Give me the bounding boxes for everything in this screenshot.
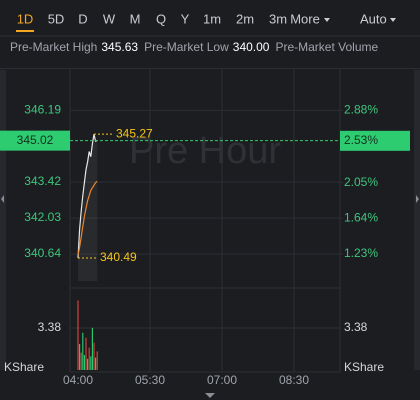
mode-select[interactable]: Auto	[360, 11, 387, 26]
volume-unit: KShare	[344, 360, 384, 374]
volume-unit: KShare	[4, 360, 44, 374]
volume-bar	[82, 332, 84, 370]
annotation-label: 340.49	[100, 250, 137, 264]
y-tick-label: 342.03	[24, 210, 61, 224]
volume-bar	[88, 347, 90, 370]
last-price-box	[0, 130, 70, 151]
stat-label: Pre-Market Low	[144, 40, 229, 54]
period-tab[interactable]: 5D	[48, 11, 65, 26]
period-tab[interactable]: Q	[156, 11, 166, 26]
period-tab[interactable]: D	[78, 11, 87, 26]
right-arrow	[416, 195, 419, 203]
volume-bar	[83, 355, 85, 370]
y-tick-label: 346.19	[24, 103, 61, 117]
mode-caret	[390, 18, 396, 22]
y2-tick-label: 1.64%	[344, 210, 378, 224]
period-tab[interactable]: 3m	[269, 11, 287, 26]
volume-bar	[77, 300, 79, 370]
right-handle[interactable]	[414, 70, 420, 370]
y2-tick-label: 2.88%	[344, 103, 378, 117]
volume-bar	[91, 327, 93, 370]
stats-row: Pre-Market High 345.63 Pre-Market Low 340.0…	[10, 40, 378, 54]
left-handle[interactable]	[0, 70, 6, 370]
x-tick-label: 05:30	[135, 373, 165, 387]
volume-tick-label: 3.38	[344, 320, 368, 334]
last-price-label: 345.02	[17, 133, 54, 147]
y2-tick-label: 1.23%	[344, 246, 378, 260]
divider	[0, 68, 420, 69]
period-tab[interactable]: M	[130, 11, 141, 26]
y2-tick-label: 2.05%	[344, 175, 378, 189]
y-tick-label: 340.64	[24, 246, 61, 260]
bottom-arrow[interactable]	[205, 393, 215, 398]
y-tick-label: 343.42	[24, 174, 61, 188]
stat-value: 345.63	[101, 40, 138, 54]
price-area	[78, 134, 98, 281]
stat-label: Pre-Market Volume	[275, 40, 378, 54]
last-pct-box	[340, 130, 410, 151]
x-tick-label: 04:00	[63, 373, 93, 387]
period-tab[interactable]: 1m	[203, 11, 221, 26]
watermark: Pre Hour	[129, 130, 281, 172]
volume-bar	[90, 356, 92, 370]
stat-label: Pre-Market High	[10, 40, 97, 54]
active-underline	[16, 30, 34, 32]
x-tick-label: 07:00	[207, 373, 237, 387]
volume-bar	[85, 337, 87, 370]
volume-bar	[87, 358, 89, 370]
volume-bar	[95, 357, 97, 370]
volume-bar	[80, 352, 82, 370]
stat-value: 340.00	[233, 40, 270, 54]
volume-bar	[93, 342, 95, 370]
period-tab[interactable]: More	[290, 11, 320, 26]
period-tab[interactable]: 2m	[236, 11, 254, 26]
more-caret	[324, 18, 330, 22]
left-arrow	[1, 195, 4, 203]
last-pct-label: 2.53%	[344, 133, 378, 147]
x-tick-label: 08:30	[279, 373, 309, 387]
period-tab[interactable]: 1D	[17, 11, 34, 26]
period-tab[interactable]: W	[103, 11, 116, 26]
volume-tick-label: 3.38	[38, 320, 62, 334]
price-line	[77, 180, 98, 256]
volume-bar	[96, 351, 98, 370]
volume-bar	[79, 343, 81, 370]
period-tab[interactable]: Y	[181, 11, 190, 26]
annotation-label: 345.27	[116, 126, 153, 140]
